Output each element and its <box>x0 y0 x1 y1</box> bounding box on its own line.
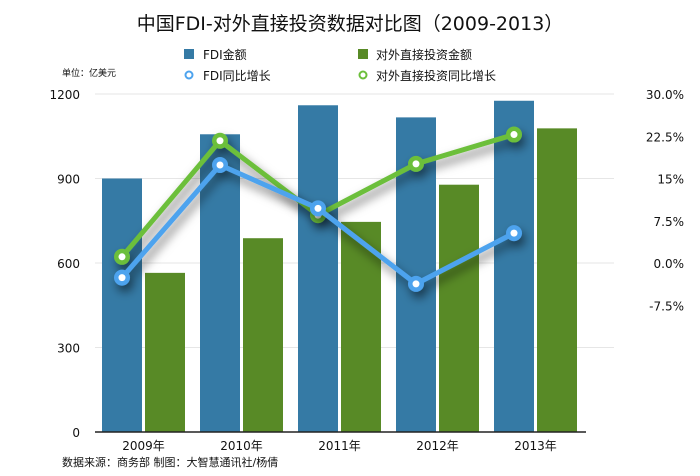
data-point-center <box>510 229 518 237</box>
data-point-center <box>216 161 224 169</box>
data-point-center <box>314 204 322 212</box>
bar-fdi <box>102 178 142 432</box>
data-point-center <box>118 274 126 282</box>
bar-odi <box>439 184 479 432</box>
x-axis-tick-label: 2013年 <box>514 439 557 453</box>
data-point-center <box>216 137 224 145</box>
x-axis-tick-label: 2009年 <box>122 439 165 453</box>
data-point-center <box>412 280 420 288</box>
legend-marker-odi-growth <box>358 70 368 80</box>
left-axis-tick-label: 1200 <box>49 88 80 102</box>
x-axis-tick-label: 2010年 <box>220 439 263 453</box>
legend-label-fdi: FDI金额 <box>203 47 247 62</box>
left-axis-tick-label: 900 <box>57 173 80 187</box>
legend-label-odi: 对外直接投资金额 <box>376 47 472 62</box>
legend-swatch-fdi <box>184 49 194 59</box>
legend-marker-fdi-growth <box>184 70 194 80</box>
left-axis-tick-label: 300 <box>57 342 80 356</box>
x-axis-tick-label: 2011年 <box>318 439 361 453</box>
source-note: 数据来源：商务部 制图：大智慧通讯社/杨倩 <box>62 455 278 469</box>
chart-title: 中国FDI-对外直接投资数据对比图（2009-2013） <box>137 13 564 35</box>
unit-label: 单位：亿美元 <box>62 67 116 79</box>
data-point-center <box>118 253 126 261</box>
right-axis-tick-label: 22.5% <box>646 130 684 144</box>
x-axis-tick-label: 2012年 <box>416 439 459 453</box>
right-axis-tick-label: 0.0% <box>654 257 685 271</box>
legend-label-fdi-growth: FDI同比增长 <box>203 69 271 83</box>
bars <box>102 100 577 433</box>
right-axis-tick-label: 30.0% <box>646 88 684 102</box>
axes: 0 300 600 900 1200 30.0% 22.5% 15% 7.5% 0.0% -7.5%… <box>49 88 684 453</box>
legend: FDI金额 对外直接投资金额 FDI同比增长 对外直接投资同比增长 <box>184 47 496 83</box>
line-series-fdi-growth <box>114 156 522 292</box>
data-point-center <box>412 160 420 168</box>
bar-fdi <box>298 105 338 433</box>
left-axis-tick-label: 600 <box>57 257 80 271</box>
legend-label-odi-growth: 对外直接投资同比增长 <box>376 68 496 83</box>
bar-odi <box>537 128 577 432</box>
bar-fdi <box>494 100 534 432</box>
left-axis-tick-label: 0 <box>72 426 80 440</box>
lines <box>114 126 522 292</box>
bar-odi <box>243 238 283 432</box>
right-axis-tick-label: 15% <box>657 173 684 187</box>
bar-odi <box>145 272 185 432</box>
legend-swatch-odi <box>358 49 368 59</box>
right-axis-tick-label: -7.5% <box>649 299 684 313</box>
right-axis-tick-label: 7.5% <box>654 215 685 229</box>
bar-odi <box>341 221 381 432</box>
data-point-center <box>510 131 518 139</box>
